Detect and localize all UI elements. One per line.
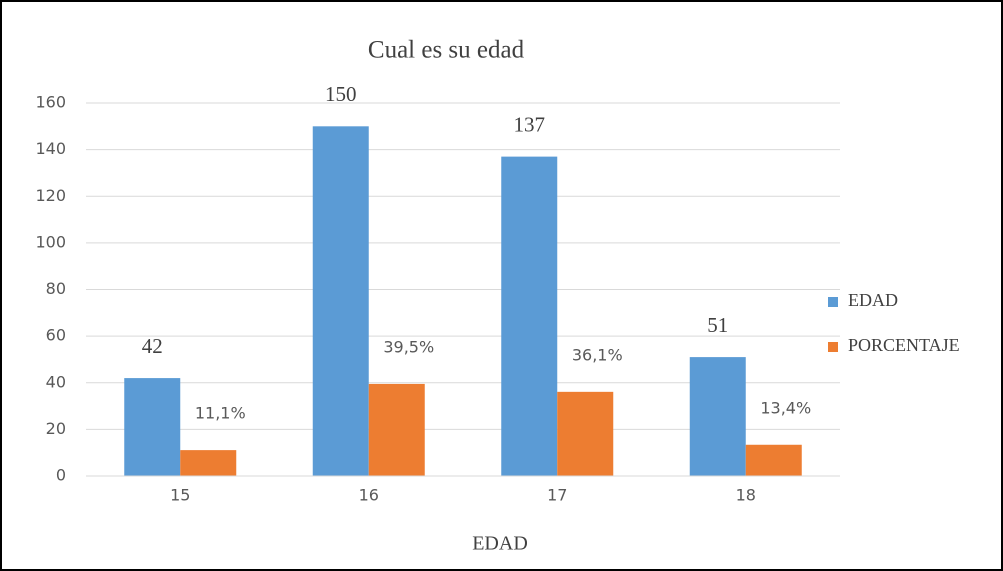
bar (312, 126, 369, 476)
data-label: 51 (707, 313, 728, 337)
x-tick-label: 18 (736, 486, 756, 505)
data-label: 150 (325, 82, 357, 106)
y-tick-label: 120 (35, 186, 66, 205)
data-label: 36,1% (572, 345, 623, 364)
bar (557, 391, 614, 476)
legend-swatch (828, 297, 838, 307)
x-axis-label: EDAD (472, 533, 528, 555)
y-tick-label: 80 (46, 279, 66, 298)
legend-label: PORCENTAJE (848, 335, 960, 355)
legend-swatch (828, 342, 838, 352)
x-tick-label: 16 (359, 486, 379, 505)
bar (180, 450, 237, 476)
y-tick-label: 160 (35, 93, 66, 112)
data-label: 42 (142, 334, 163, 358)
y-tick-label: 60 (46, 326, 66, 345)
y-tick-label: 0 (56, 466, 66, 485)
y-tick-label: 100 (35, 232, 66, 251)
data-label: 137 (514, 112, 546, 136)
data-label: 39,5% (383, 337, 434, 356)
legend-label: EDAD (848, 290, 898, 310)
bar (368, 383, 425, 476)
bar (745, 444, 802, 476)
x-tick-label: 15 (170, 486, 190, 505)
y-tick-label: 40 (46, 372, 66, 391)
y-tick-label: 20 (46, 419, 66, 438)
data-label: 13,4% (760, 398, 811, 417)
x-tick-label: 17 (547, 486, 567, 505)
bar (124, 378, 181, 476)
chart-title: Cual es su edad (368, 37, 525, 64)
y-tick-label: 140 (35, 139, 66, 158)
data-label: 11,1% (195, 404, 246, 423)
bar (689, 357, 746, 476)
bar (501, 156, 558, 476)
